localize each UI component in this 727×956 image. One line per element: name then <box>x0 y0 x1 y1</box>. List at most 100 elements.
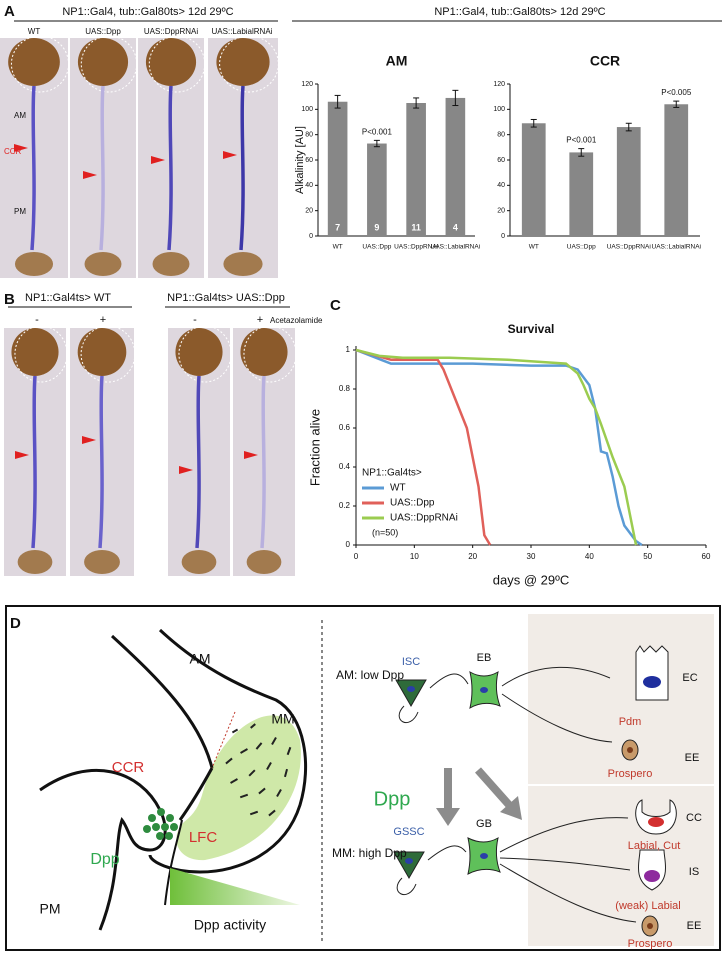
fly-tail <box>84 252 122 276</box>
n-label: 4 <box>453 222 458 232</box>
x-tick-label: UAS::LabialRNAi <box>431 244 481 251</box>
cell-label: GB <box>476 818 492 830</box>
y-tick-label: 1 <box>346 345 351 354</box>
fly-head <box>175 328 223 376</box>
cell-label: EE <box>687 920 702 932</box>
gut <box>98 375 104 549</box>
arrowhead <box>83 171 97 179</box>
lfc-region <box>176 715 301 861</box>
bar <box>521 123 546 236</box>
y-tick-label: 60 <box>305 157 313 164</box>
fly-tail <box>152 252 190 276</box>
treatment-label: + <box>257 314 263 326</box>
column-label: WT <box>28 27 41 36</box>
panel-frame <box>5 605 721 951</box>
gradient-label: Dpp activity <box>194 917 266 933</box>
bar <box>406 103 426 236</box>
gut <box>195 375 201 549</box>
gut <box>260 375 266 549</box>
treatment-label: + <box>100 314 106 326</box>
fly-outline <box>148 35 206 93</box>
gut-label: CCR <box>112 759 145 776</box>
fly-tail <box>181 550 217 574</box>
photo-label: PM <box>14 207 26 216</box>
y-tick-label: 0.2 <box>339 501 351 510</box>
lineage-box <box>528 614 714 784</box>
treatment-name: Acetazolamide <box>270 316 323 325</box>
panel-label: A <box>4 3 15 20</box>
legend-label: UAS::Dpp <box>390 498 435 509</box>
gut <box>30 85 36 251</box>
x-tick-label: UAS::DppRNAi <box>607 244 651 251</box>
y-tick-label: 100 <box>301 106 313 113</box>
legend-label: UAS::DppRNAi <box>390 513 458 524</box>
y-tick-label: 80 <box>497 132 505 139</box>
y-tick-label: 60 <box>497 157 505 164</box>
cell-label: EB <box>477 652 492 664</box>
fly-outline <box>80 35 138 93</box>
panel-label: C <box>330 297 341 314</box>
column-label: UAS::Dpp <box>85 27 121 36</box>
photo-label: CCR <box>4 147 22 156</box>
arrowhead <box>244 451 258 459</box>
y-tick-label: 0 <box>501 233 505 240</box>
bar <box>367 143 387 236</box>
fly-head <box>11 328 59 376</box>
y-tick-label: 20 <box>497 208 505 215</box>
fly-tail <box>14 252 54 276</box>
fly-outline <box>14 325 68 383</box>
cell-label: IS <box>689 866 699 878</box>
panel-label: D <box>10 615 21 632</box>
legend-title: NP1::Gal4ts> <box>362 468 422 479</box>
gut-label: AM <box>190 651 211 667</box>
arrowhead <box>14 144 28 152</box>
y-tick-label: 120 <box>301 81 313 88</box>
y-tick-label: 20 <box>305 208 313 215</box>
y-tick-label: 0 <box>309 233 313 240</box>
bar <box>616 127 641 236</box>
cell-label: EC <box>682 672 697 684</box>
fly-outline <box>243 325 297 383</box>
p-value: P<0.001 <box>362 127 393 136</box>
arrowhead <box>179 466 193 474</box>
photo-row <box>4 325 297 576</box>
y-axis-label: Alkalinity [AU] <box>294 126 306 194</box>
n-label: 9 <box>374 222 379 232</box>
marker-label: Prospero <box>608 768 653 780</box>
fly-tail <box>17 550 53 574</box>
column-label: UAS::LabialRNAi <box>212 27 273 36</box>
fly-head <box>8 38 60 86</box>
y-tick-label: 120 <box>493 81 505 88</box>
fly-outline <box>178 325 232 383</box>
gut <box>99 85 105 251</box>
fly-outline <box>80 325 136 383</box>
fly-head <box>145 38 197 86</box>
arrowhead <box>82 436 96 444</box>
x-tick-label: UAS::Dpp <box>567 244 596 251</box>
y-tick-label: 100 <box>493 106 505 113</box>
marker-label: Pdm <box>619 716 642 728</box>
n-label: 11 <box>411 222 421 232</box>
treatment-label: - <box>35 314 39 326</box>
arrowhead <box>151 156 165 164</box>
cell-label: EE <box>685 752 700 764</box>
hatch <box>225 723 292 817</box>
line <box>355 348 643 547</box>
photo-label: AM <box>14 111 26 120</box>
column-label: UAS::DppRNAi <box>144 27 198 36</box>
chart-title: Survival <box>508 322 555 336</box>
y-tick-label: 40 <box>305 182 313 189</box>
fly-outline <box>10 35 70 93</box>
arrowhead <box>223 151 237 159</box>
photo-row: AM CCR PM <box>0 35 279 278</box>
x-tick-label: 20 <box>468 552 477 561</box>
legend-note: (n=50) <box>372 527 398 537</box>
cell-label: GSSC <box>393 826 424 838</box>
fly-tail <box>246 550 282 574</box>
n-label: 7 <box>335 222 340 232</box>
fly-tail <box>84 550 120 574</box>
cell-label: CC <box>686 812 702 824</box>
fly-tail <box>223 252 263 276</box>
fly-head <box>77 328 127 376</box>
